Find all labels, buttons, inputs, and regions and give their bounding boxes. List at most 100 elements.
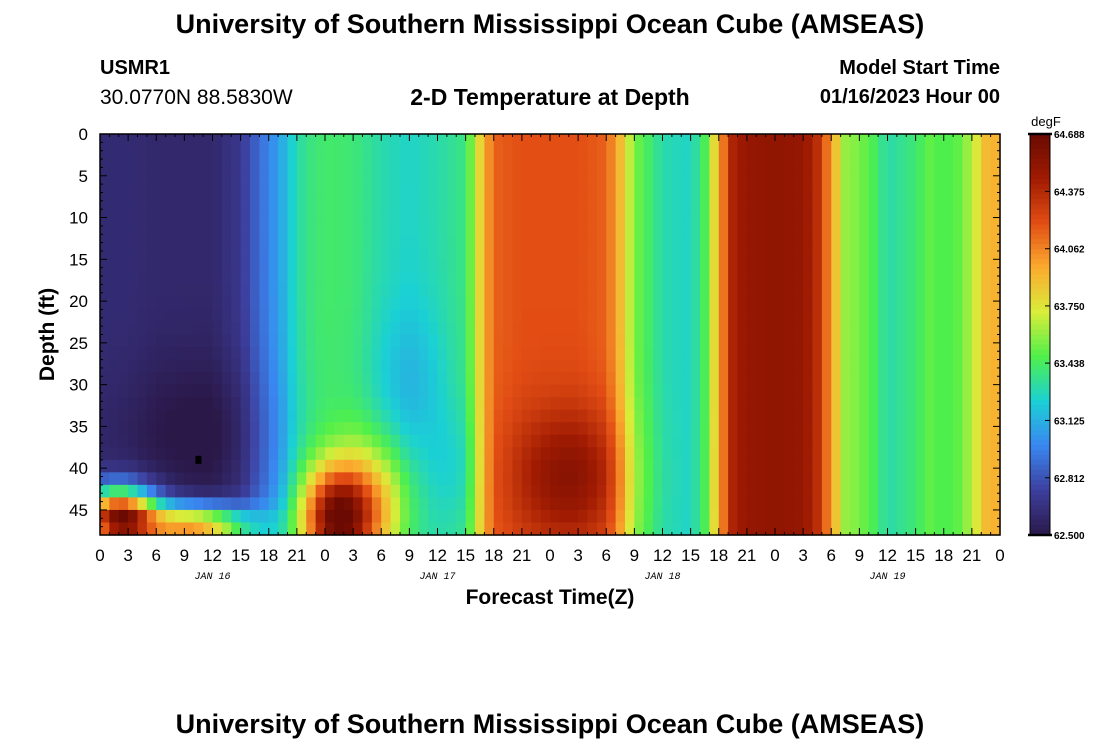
heatmap-cell	[831, 184, 842, 198]
heatmap-cell	[418, 434, 429, 448]
heatmap-cell	[559, 309, 570, 323]
heatmap-cell	[146, 347, 157, 361]
heatmap-cell	[765, 196, 776, 210]
heatmap-cell	[475, 484, 485, 499]
heatmap-cell	[325, 146, 335, 160]
heatmap-cell	[718, 497, 729, 511]
heatmap-cell	[259, 334, 270, 348]
heatmap-cell	[643, 422, 654, 436]
heatmap-cell	[203, 309, 214, 323]
heatmap-cell	[184, 309, 195, 323]
heatmap-cell	[700, 347, 710, 361]
y-tick-label: 5	[79, 167, 88, 186]
heatmap-cell	[878, 384, 889, 398]
heatmap-cell	[521, 184, 532, 198]
heatmap-cell	[615, 372, 626, 386]
heatmap-cell	[268, 196, 279, 210]
heatmap-cell	[521, 309, 532, 323]
heatmap-cell	[896, 159, 907, 173]
heatmap-cell	[521, 459, 532, 473]
x-tick-label: 9	[855, 546, 864, 565]
heatmap-cell	[643, 522, 654, 536]
heatmap-cell	[437, 509, 448, 524]
heatmap-cell	[512, 159, 523, 173]
heatmap-cell	[409, 522, 420, 536]
heatmap-cell	[484, 509, 495, 524]
heatmap-cell	[859, 447, 870, 461]
heatmap-cell	[962, 347, 973, 361]
heatmap-cell	[803, 334, 814, 348]
heatmap-cell	[859, 409, 870, 423]
heatmap-cell	[475, 209, 485, 223]
heatmap-cell	[653, 184, 664, 198]
heatmap-cell	[756, 284, 767, 298]
heatmap-cell	[334, 321, 345, 336]
heatmap-cell	[184, 321, 195, 336]
heatmap-cell	[231, 497, 242, 511]
heatmap-cell	[878, 259, 889, 273]
heatmap-cell	[446, 296, 457, 311]
heatmap-cell	[165, 184, 176, 198]
heatmap-cell	[325, 347, 335, 361]
colorbar-segment	[1030, 384, 1050, 391]
heatmap-cell	[596, 321, 607, 336]
heatmap-cell	[906, 422, 917, 436]
heatmap-cell	[840, 347, 851, 361]
heatmap-cell	[512, 146, 523, 160]
heatmap-cell	[118, 221, 129, 235]
heatmap-cell	[184, 509, 195, 524]
heatmap-cell	[756, 171, 767, 185]
heatmap-cell	[953, 522, 964, 536]
heatmap-cell	[850, 459, 860, 473]
heatmap-cell	[981, 384, 992, 398]
heatmap-cell	[446, 309, 457, 323]
colorbar-segment	[1030, 244, 1050, 250]
heatmap-cell	[512, 209, 523, 223]
heatmap-cell	[465, 372, 476, 386]
heatmap-cell	[287, 447, 298, 461]
heatmap-cell	[109, 321, 120, 336]
heatmap-cell	[231, 509, 242, 524]
heatmap-cell	[240, 422, 251, 436]
heatmap-cell	[137, 384, 148, 398]
colorbar-segment	[1030, 314, 1050, 321]
heatmap-cell	[578, 459, 589, 473]
heatmap-cell	[240, 271, 251, 285]
heatmap-cell	[878, 522, 889, 536]
heatmap-cell	[840, 509, 851, 524]
heatmap-cell	[493, 522, 504, 536]
heatmap-cell	[165, 296, 176, 311]
heatmap-cell	[390, 434, 401, 448]
heatmap-cell	[868, 159, 879, 173]
heatmap-cell	[971, 209, 982, 223]
heatmap-cell	[559, 422, 570, 436]
heatmap-cell	[568, 459, 579, 473]
heatmap-cell	[943, 271, 954, 285]
heatmap-cell	[728, 259, 739, 273]
heatmap-cell	[662, 321, 673, 336]
heatmap-cell	[100, 159, 110, 173]
heatmap-cell	[409, 271, 420, 285]
colorbar-segment	[1030, 289, 1050, 295]
x-tick-label: 15	[681, 546, 700, 565]
heatmap-cell	[512, 434, 523, 448]
heatmap-cell	[700, 209, 710, 223]
heatmap-cell	[550, 334, 560, 348]
heatmap-cell	[971, 234, 982, 248]
heatmap-cell	[756, 209, 767, 223]
heatmap-cell	[362, 146, 373, 160]
heatmap-cell	[793, 184, 804, 198]
heatmap-cell	[118, 409, 129, 423]
heatmap-cell	[690, 459, 701, 473]
heatmap-cell	[521, 321, 532, 336]
heatmap-cell	[475, 459, 485, 473]
heatmap-cell	[775, 146, 785, 160]
heatmap-cell	[390, 196, 401, 210]
heatmap-cell	[240, 397, 251, 411]
heatmap-cell	[353, 146, 364, 160]
heatmap-cell	[334, 472, 345, 486]
heatmap-cell	[971, 159, 982, 173]
heatmap-cell	[250, 484, 260, 499]
heatmap-cell	[803, 459, 814, 473]
heatmap-cell	[484, 284, 495, 298]
